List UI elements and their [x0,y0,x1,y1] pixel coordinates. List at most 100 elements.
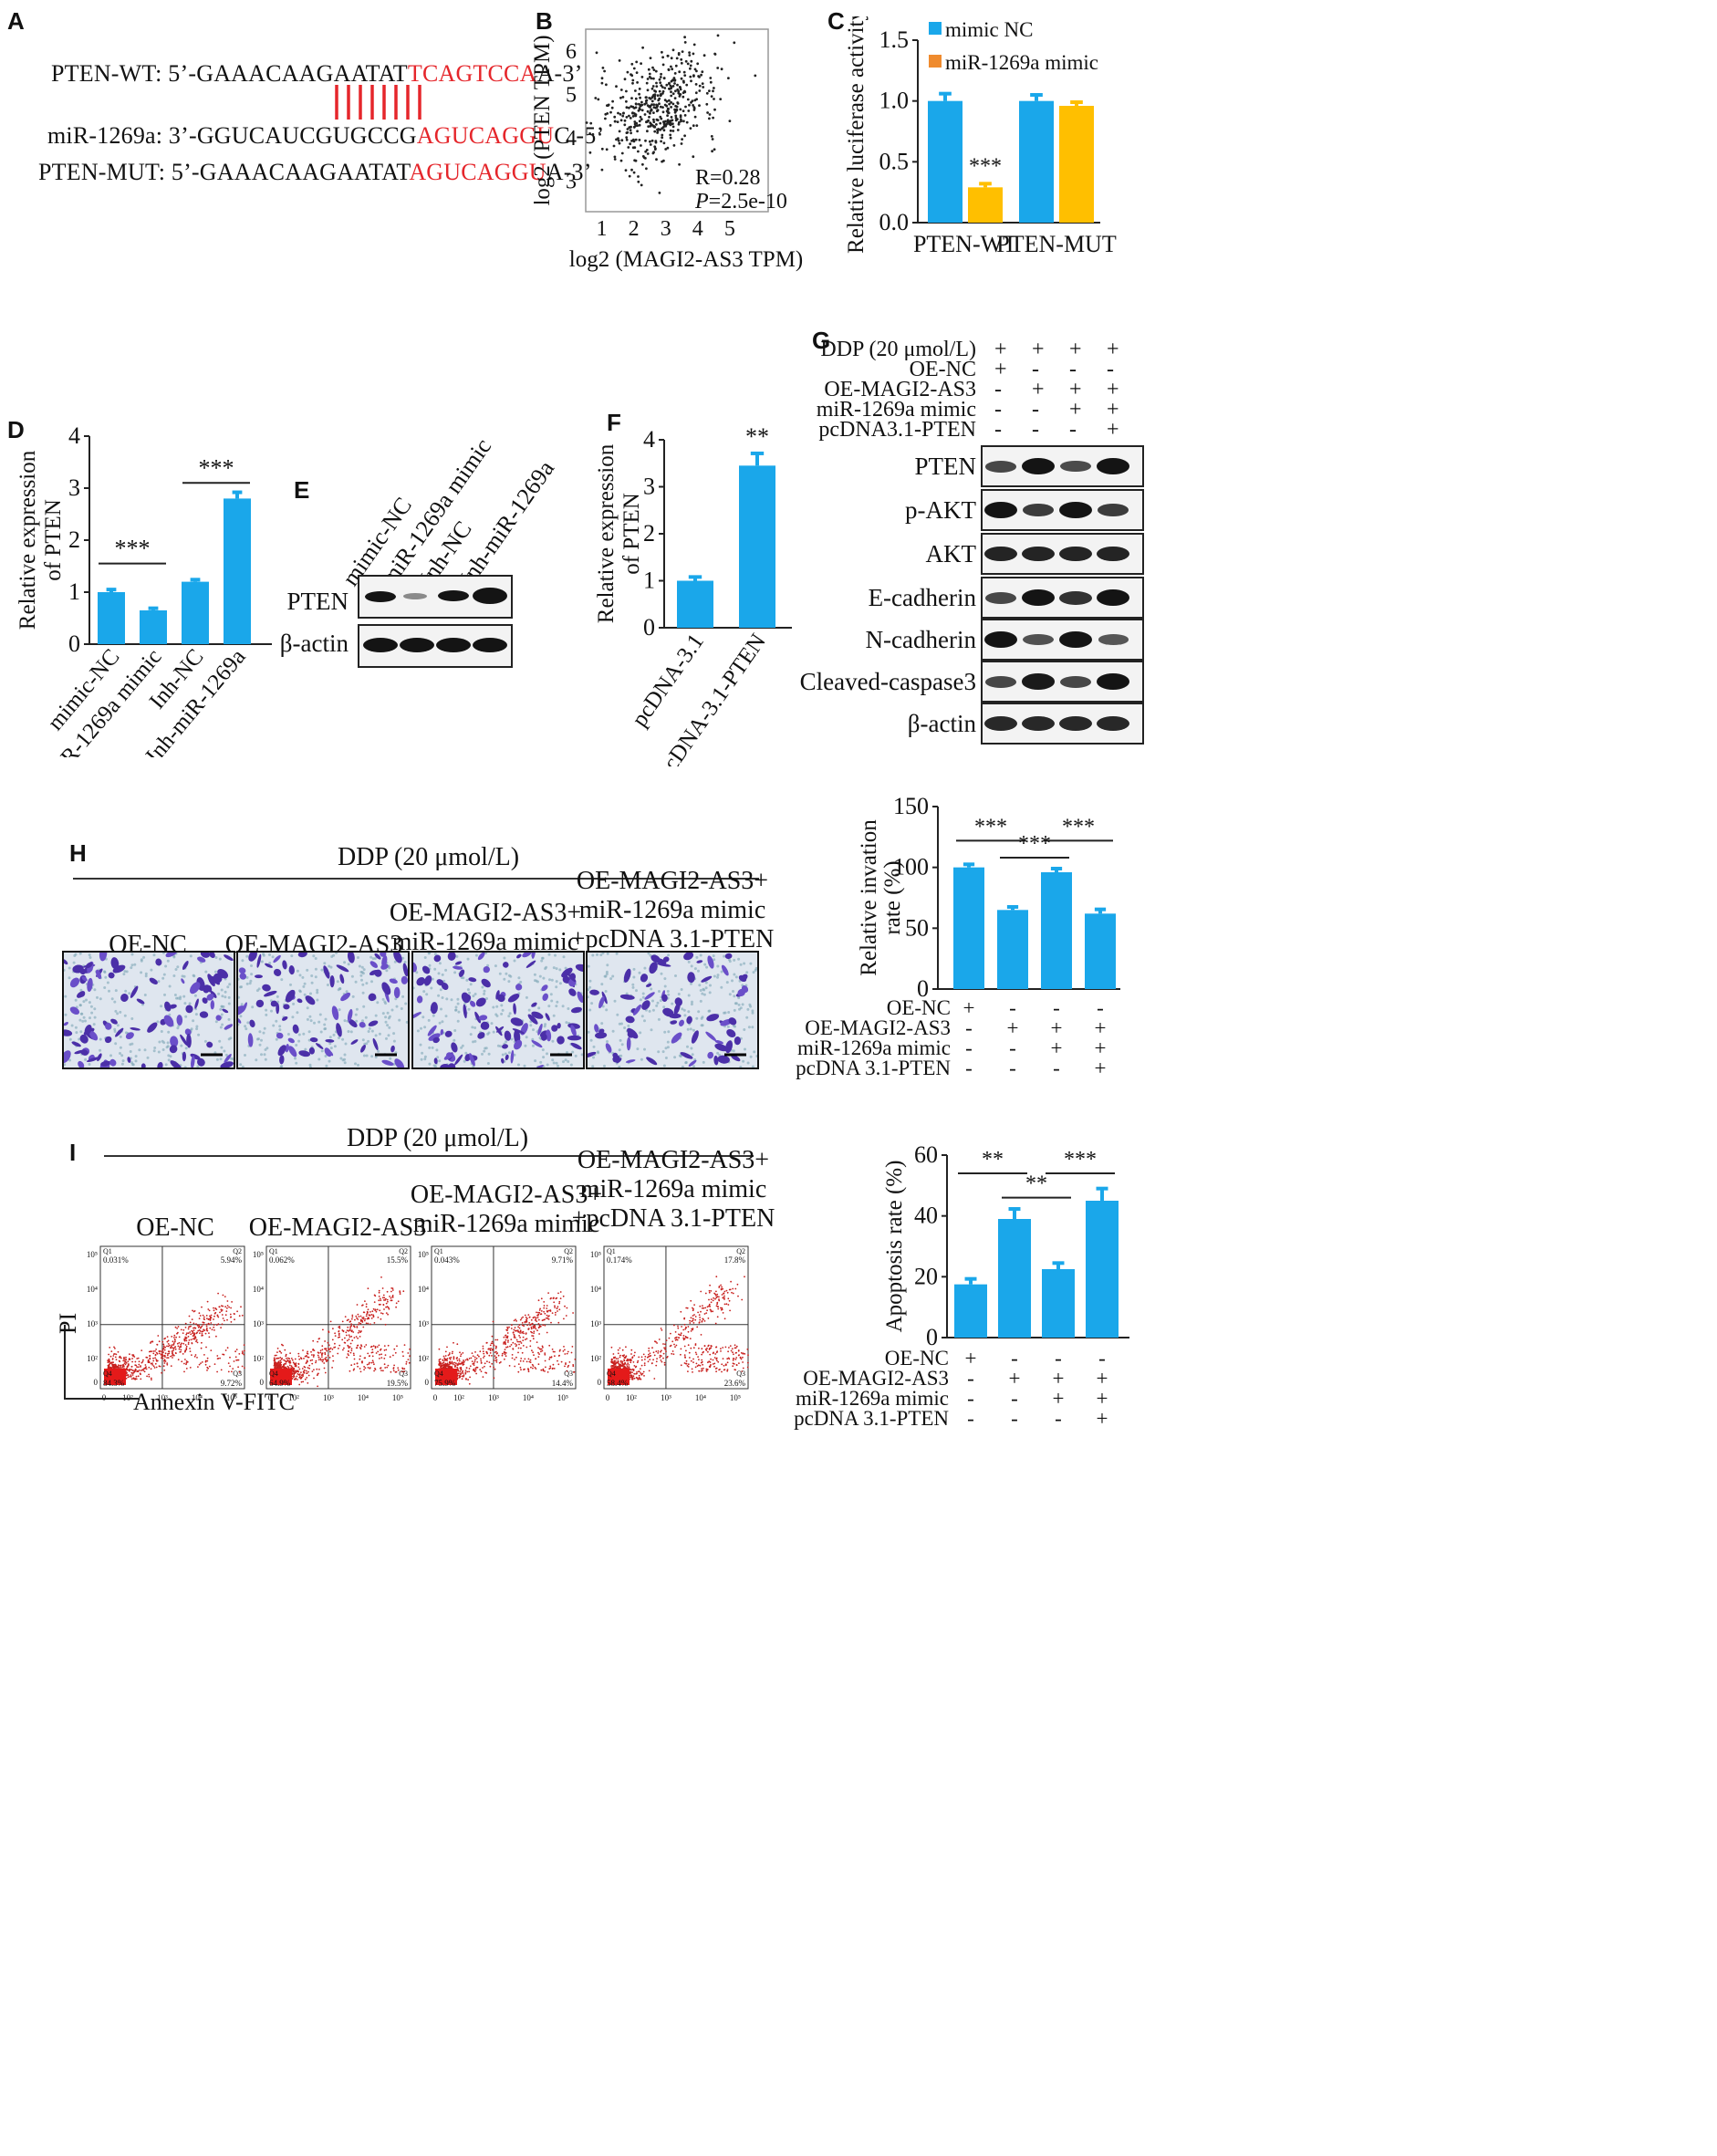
pore [144,972,148,975]
pore [320,968,324,972]
scatter-point [695,98,698,101]
pore [605,970,609,974]
pore [555,985,558,989]
pore [116,1012,120,1016]
pore [214,1020,218,1024]
facs-event [123,1362,126,1364]
scatter-point [625,99,628,103]
facs-event [234,1313,235,1315]
facs-event [202,1321,204,1324]
pore [464,1051,468,1055]
facs-event [166,1362,169,1364]
facs-event [156,1344,159,1346]
facs-event [543,1318,545,1321]
pore [370,1055,374,1058]
facs-event [439,1364,441,1367]
facs-event [370,1318,373,1319]
pore [250,964,253,967]
facs-event [697,1356,699,1358]
facs-event [350,1349,353,1352]
scatter-point [710,95,713,98]
scatter-point [670,100,672,104]
pore [469,983,473,986]
facs-event [210,1349,213,1351]
pore [385,1036,388,1040]
facs-event [158,1340,161,1343]
scatter-point [674,89,677,93]
facs-event [506,1326,508,1328]
pore [743,1028,746,1031]
pore [550,999,554,1003]
facs-event [374,1346,377,1348]
facs-event [215,1308,218,1310]
facs-event [184,1344,187,1346]
facs-event [491,1340,494,1343]
facs-event [307,1382,309,1384]
facs-event [383,1349,386,1351]
pore [84,1057,88,1061]
pore [197,1033,201,1036]
facs-event [544,1312,546,1315]
facs-event [368,1363,370,1365]
cell [256,953,262,968]
facs-event [137,1357,140,1359]
facs-event [290,1365,293,1368]
facs-event [391,1295,394,1297]
pore [684,1061,688,1064]
facs-event [244,1367,245,1369]
pore [109,1054,112,1057]
pore [317,1057,321,1061]
facs-event [349,1326,351,1328]
pore [367,1039,370,1043]
cell [283,1004,290,1010]
facs-event [511,1357,514,1359]
scatter-point [658,78,661,81]
facs-event [338,1330,340,1332]
pore [338,1008,341,1012]
pore [220,1046,224,1049]
facs-event [200,1362,202,1364]
scatter-point [716,34,720,37]
condition-sign: + [1107,398,1119,422]
cell [238,967,246,974]
facs-event [529,1339,532,1342]
micrograph-svg [238,953,408,1068]
facs-event [381,1312,384,1315]
scatter-point [671,130,675,132]
facs-event [233,1360,235,1362]
pore [689,1027,692,1031]
bar [953,867,984,989]
facs-event [350,1348,353,1349]
pore [74,1026,78,1029]
cell [315,1043,324,1049]
pore [737,1003,741,1006]
condition-sign: + [1032,378,1045,401]
facs-event [393,1364,395,1367]
facs-event [371,1310,374,1313]
pore [88,956,92,959]
facs-event [382,1304,385,1307]
facs-y-tick: 10⁴ [87,1285,98,1294]
pore [588,964,590,968]
scatter-point [688,103,691,107]
facs-event [471,1360,473,1362]
facs-event [353,1358,356,1360]
wb-g-row-label: Cleaved-caspase3 [799,668,976,695]
band [1059,716,1092,731]
pore [343,1053,347,1057]
pore [214,956,218,959]
pore [744,1047,746,1051]
facs-event [383,1358,386,1359]
facs-event [546,1331,548,1334]
facs-event [511,1354,514,1356]
wb-g-row-label: β-actin [907,710,976,737]
facs-event [570,1351,573,1354]
pore [341,1037,345,1041]
y-tick-label: 2 [68,526,80,553]
facs-event [302,1349,304,1351]
facs-event [215,1335,217,1338]
facs-event [508,1326,510,1328]
scatter-point [650,109,653,112]
cell [510,1049,515,1064]
facs-event [359,1370,362,1373]
